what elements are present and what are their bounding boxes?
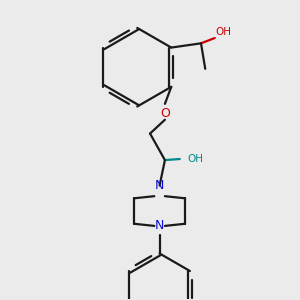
Text: O: O: [160, 107, 170, 120]
Text: N: N: [155, 179, 164, 192]
Text: N: N: [155, 219, 164, 232]
Text: OH: OH: [216, 27, 232, 37]
Text: OH: OH: [187, 154, 203, 164]
